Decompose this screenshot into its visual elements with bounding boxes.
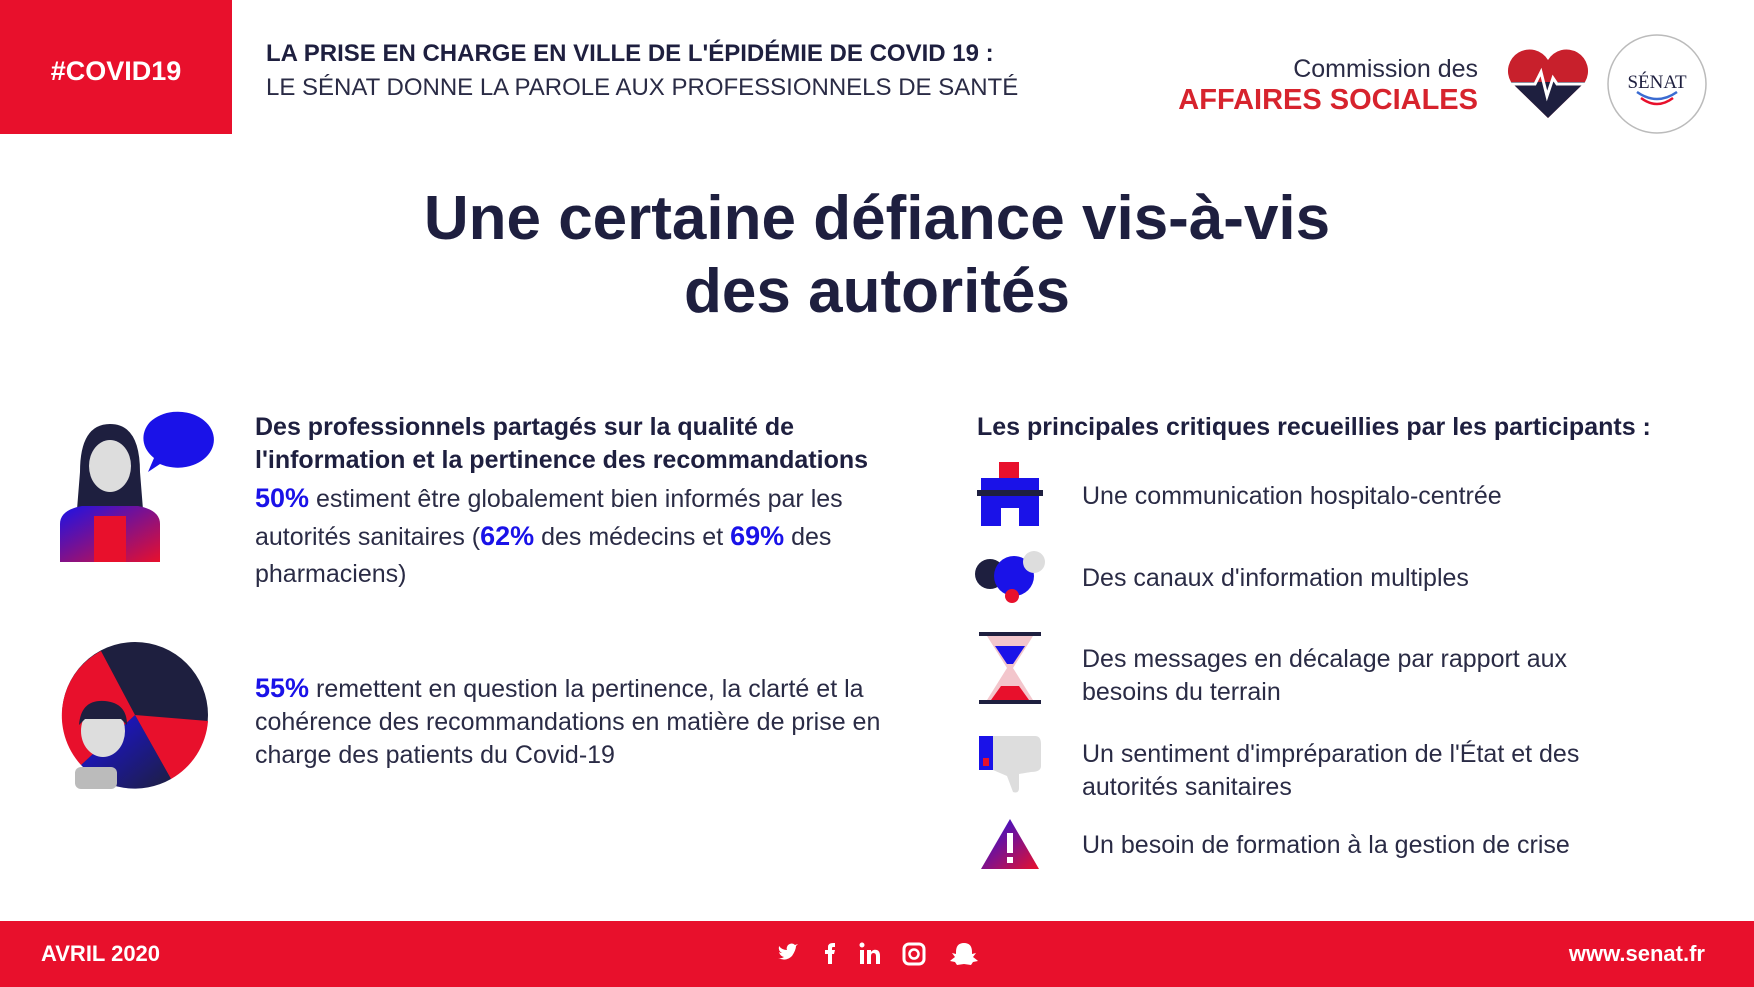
bubble (1005, 589, 1019, 603)
thumb-icon (979, 736, 1041, 793)
bubble (1023, 551, 1045, 573)
glass (987, 636, 1033, 700)
footer-url[interactable]: www.senat.fr (1568, 941, 1705, 966)
critique-item: Une communication hospitalo-centrée (1082, 482, 1502, 510)
org-line1: Commission des (1293, 55, 1478, 83)
critique-item: Des canaux d'information multiples (1082, 564, 1469, 592)
main-title: Une certaine défiance vis-à-vis des auto… (0, 182, 1754, 328)
left-heading: Des professionnels partagés sur la quali… (255, 413, 869, 474)
stat-value: 62% (480, 521, 535, 551)
social-icons (778, 942, 978, 966)
speech-bubble (143, 411, 214, 472)
sand-bottom (991, 686, 1029, 700)
linkedin-dot (859, 942, 865, 948)
tag-box (0, 0, 232, 134)
stat-text: des médecins et (534, 523, 731, 551)
tag: #COVID19 (50, 56, 182, 86)
header-subtitle: LE SÉNAT DONNE LA PAROLE AUX PROFESSIONN… (266, 74, 1019, 101)
critique-item: Un besoin de formation à la gestion de c… (1082, 831, 1570, 859)
linkedin-icon[interactable] (860, 950, 864, 964)
cross-box (999, 462, 1019, 478)
instagram-icon[interactable] (902, 942, 926, 966)
heart-logo (1507, 49, 1589, 118)
stat-text: remettent en question la pertinence, la … (255, 675, 881, 769)
warning-icon (981, 819, 1039, 869)
cuff-mark (983, 758, 989, 766)
cuff (979, 736, 993, 770)
hourglass-top (979, 632, 1041, 636)
shirt (94, 516, 126, 562)
critique-item: Des messages en décalage par rapport aux… (1082, 645, 1568, 706)
hand (75, 767, 117, 789)
org-line2: AFFAIRES SOCIALES (1178, 84, 1478, 116)
title-line: des autorités (684, 257, 1070, 326)
logo-text: SÉNAT (1627, 72, 1687, 93)
logo-circle (1607, 34, 1707, 134)
pie-icon (61, 642, 208, 789)
footer-date: AVRIL 2020 (41, 941, 161, 966)
title-line: Une certaine défiance vis-à-vis (423, 184, 1331, 253)
linkedin-in (867, 949, 880, 964)
header-title: LA PRISE EN CHARGE EN VILLE DE L'ÉPIDÉMI… (266, 40, 994, 67)
stat-value: 50% (255, 483, 310, 513)
heartbeat (1507, 67, 1589, 102)
stat-value: 55% (255, 673, 310, 703)
exclamation (1007, 833, 1013, 853)
stat-value: 69% (730, 521, 785, 551)
hourglass-icon (979, 632, 1041, 704)
hospital-icon (977, 462, 1043, 526)
door (1001, 508, 1019, 526)
roof (977, 490, 1043, 496)
stat-text: des pharmaciens) (255, 523, 832, 588)
stat-paragraph: 50% estiment être globalement bien infor… (255, 480, 895, 593)
stat-paragraph: 55% remettent en question la pertinence,… (255, 672, 895, 772)
person-icon (60, 411, 214, 562)
right-heading: Les principales critiques recueillies pa… (977, 413, 1651, 441)
sand-top (995, 646, 1025, 664)
face (89, 440, 131, 492)
hourglass-bottom (979, 700, 1041, 704)
stat-text: estiment être globalement bien informés … (255, 485, 843, 551)
senat-logo (1607, 34, 1707, 134)
thumb (993, 736, 1041, 793)
channels-icon (975, 551, 1045, 603)
logo-arc (1640, 96, 1674, 106)
logo-arc (1636, 90, 1678, 101)
twitter-icon[interactable] (778, 943, 798, 960)
pie-slice (135, 715, 208, 779)
hair (79, 700, 127, 725)
exclamation-dot (1007, 857, 1013, 863)
facebook-icon[interactable] (825, 943, 835, 964)
critique-item: Un sentiment d'impréparation de l'État e… (1082, 740, 1580, 801)
snapchat-icon[interactable] (950, 943, 978, 965)
instagram-lens (908, 948, 920, 960)
heart-lower (1511, 82, 1585, 118)
